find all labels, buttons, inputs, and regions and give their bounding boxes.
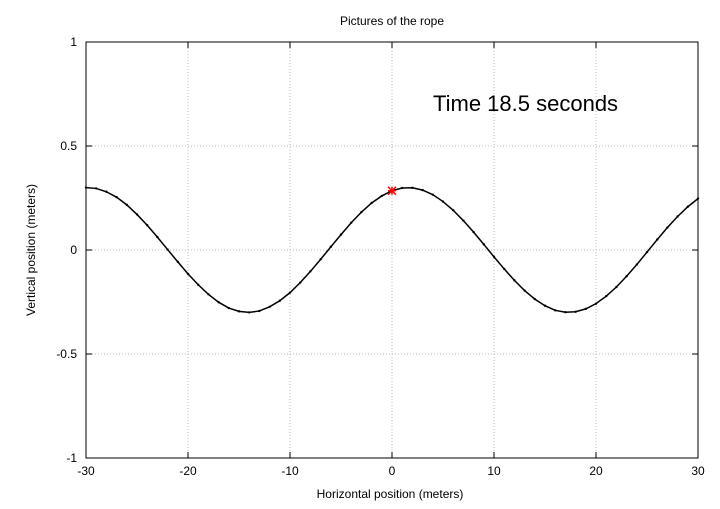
rope-point bbox=[615, 285, 618, 289]
rope-point bbox=[605, 294, 608, 298]
rope-point bbox=[543, 304, 547, 307]
rope-point bbox=[503, 267, 506, 271]
rope-point bbox=[156, 235, 159, 239]
rope-point bbox=[217, 301, 220, 304]
rope-point bbox=[176, 260, 179, 264]
rope-point bbox=[462, 219, 465, 222]
rope-point bbox=[564, 310, 567, 314]
rope-point bbox=[574, 310, 577, 313]
rope-point bbox=[115, 195, 118, 199]
plot-frame bbox=[85, 41, 699, 459]
x-tick-label: -30 bbox=[77, 464, 95, 478]
rope-point bbox=[258, 309, 261, 313]
rope-point bbox=[635, 263, 638, 266]
rope-point bbox=[554, 309, 557, 312]
rope-point bbox=[686, 205, 689, 208]
rope-point bbox=[421, 188, 424, 192]
y-tick-label: 1 bbox=[70, 35, 77, 49]
rope-point bbox=[441, 200, 445, 203]
rope-point bbox=[166, 248, 169, 251]
rope-point bbox=[197, 283, 200, 286]
y-tick-label: 0 bbox=[70, 243, 77, 257]
rope-point bbox=[135, 213, 139, 216]
rope-point bbox=[350, 221, 353, 224]
x-tick-label: -20 bbox=[179, 464, 197, 478]
rope-point bbox=[360, 210, 363, 214]
rope-point bbox=[401, 186, 404, 190]
time-annotation: Time 18.5 seconds bbox=[433, 91, 618, 116]
rope-point bbox=[237, 310, 241, 313]
rope-point bbox=[523, 289, 526, 292]
rope-point bbox=[452, 209, 455, 212]
rope-point bbox=[227, 306, 230, 310]
rope-point bbox=[676, 215, 679, 218]
rope-point bbox=[584, 307, 587, 311]
y-tick-label: -1 bbox=[66, 451, 77, 465]
rope-point bbox=[411, 186, 414, 190]
x-tick-label: 20 bbox=[589, 464, 603, 478]
rope-point bbox=[492, 255, 496, 259]
rope-point bbox=[625, 275, 628, 278]
rope-point bbox=[594, 302, 598, 305]
x-tick-label: 30 bbox=[691, 464, 705, 478]
rope-point bbox=[207, 293, 210, 296]
rope-point bbox=[278, 299, 281, 302]
rope-point bbox=[533, 297, 536, 301]
rope-point bbox=[288, 291, 292, 294]
rope-point bbox=[319, 258, 322, 261]
rope-point bbox=[380, 194, 383, 198]
rope-point bbox=[370, 201, 373, 205]
rope-point bbox=[125, 203, 128, 207]
y-tick-label: -0.5 bbox=[56, 347, 77, 361]
rope-point bbox=[339, 233, 343, 236]
rope-point bbox=[329, 245, 332, 249]
marker-stroke bbox=[387, 186, 397, 196]
rope-point bbox=[268, 305, 271, 308]
rope-point bbox=[299, 281, 302, 284]
rope-point bbox=[666, 226, 669, 229]
y-axis-label: Vertical position (meters) bbox=[24, 184, 38, 316]
series-layer bbox=[84, 186, 700, 314]
y-tick-label: 0.5 bbox=[60, 139, 77, 153]
rope-point bbox=[105, 190, 108, 193]
rope-point bbox=[248, 311, 251, 314]
chart-title: Pictures of the rope bbox=[340, 14, 444, 28]
x-axis-label: Horizontal position (meters) bbox=[317, 487, 464, 501]
x-tick-label: 10 bbox=[487, 464, 501, 478]
rope-point bbox=[656, 238, 659, 241]
rope-point bbox=[513, 279, 516, 282]
ticks: -30 -20 -10 0 10 20 30 1 0.5 0 -0.5 -1 bbox=[56, 35, 705, 478]
rope-point bbox=[146, 224, 149, 227]
x-tick-label: 0 bbox=[389, 464, 396, 478]
x-tick-label: -10 bbox=[281, 464, 299, 478]
rope-point bbox=[309, 270, 312, 273]
grid bbox=[86, 42, 698, 458]
rope-point bbox=[431, 193, 434, 196]
rope-point bbox=[645, 250, 649, 254]
rope-point bbox=[482, 243, 485, 246]
rope-point bbox=[95, 187, 98, 190]
red-star-marker bbox=[387, 186, 397, 196]
rope-point bbox=[186, 272, 190, 276]
rope-point bbox=[472, 230, 475, 234]
